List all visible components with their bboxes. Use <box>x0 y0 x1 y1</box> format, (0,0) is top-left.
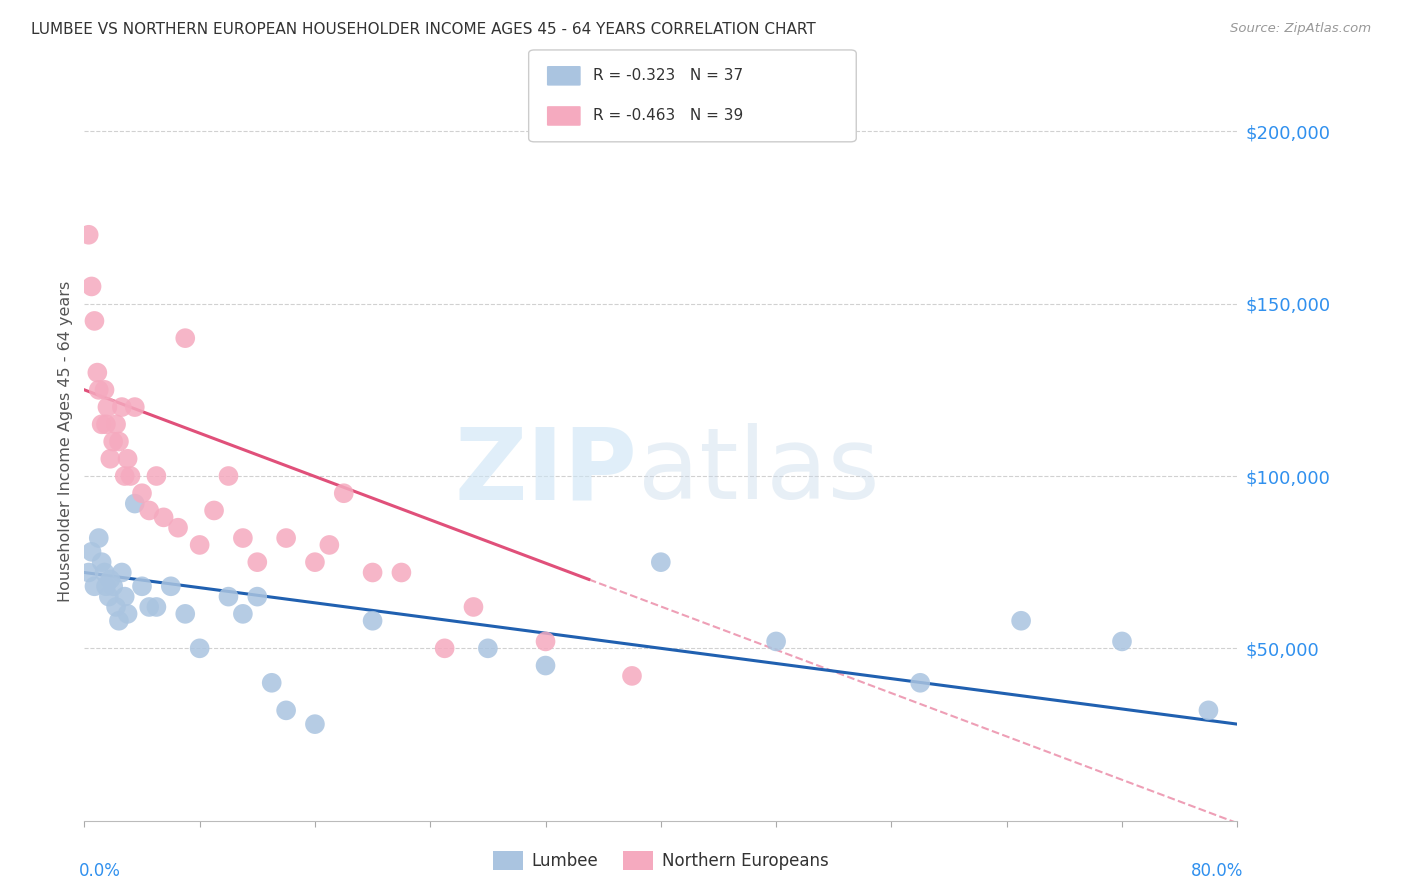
Point <box>167 521 190 535</box>
Point <box>94 579 117 593</box>
Y-axis label: Householder Income Ages 45 - 64 years: Householder Income Ages 45 - 64 years <box>58 281 73 602</box>
Point <box>188 538 211 552</box>
Point <box>103 434 124 449</box>
Point <box>77 566 100 580</box>
Point <box>202 503 225 517</box>
Point <box>98 573 121 587</box>
Point <box>80 545 103 559</box>
Point <box>333 486 356 500</box>
Text: R = -0.323   N = 37: R = -0.323 N = 37 <box>593 69 744 83</box>
Point <box>103 579 124 593</box>
Point <box>304 717 326 731</box>
Point <box>246 590 269 604</box>
Point <box>124 497 146 511</box>
Point <box>318 538 340 552</box>
Text: LUMBEE VS NORTHERN EUROPEAN HOUSEHOLDER INCOME AGES 45 - 64 YEARS CORRELATION CH: LUMBEE VS NORTHERN EUROPEAN HOUSEHOLDER … <box>31 22 815 37</box>
Point <box>361 566 384 580</box>
Point <box>90 417 112 432</box>
Text: atlas: atlas <box>638 424 879 520</box>
Text: ZIP: ZIP <box>456 424 638 520</box>
Point <box>94 417 117 432</box>
Point <box>96 400 118 414</box>
Point <box>83 579 105 593</box>
Point <box>391 566 413 580</box>
Point <box>105 417 128 432</box>
Point <box>117 451 139 466</box>
Point <box>93 383 115 397</box>
Point <box>218 469 240 483</box>
Point <box>477 641 499 656</box>
Point <box>232 531 254 545</box>
Point <box>80 279 103 293</box>
Point <box>90 555 112 569</box>
Point <box>765 634 787 648</box>
Legend: Lumbee, Northern Europeans: Lumbee, Northern Europeans <box>486 844 835 877</box>
Point <box>650 555 672 569</box>
Text: 0.0%: 0.0% <box>79 863 121 880</box>
Point <box>174 607 197 621</box>
Point <box>534 634 557 648</box>
Point <box>218 590 240 604</box>
Point <box>124 400 146 414</box>
Point <box>117 607 139 621</box>
Point <box>131 579 153 593</box>
Point <box>83 314 105 328</box>
Point <box>188 641 211 656</box>
Point <box>86 366 108 380</box>
Text: 80.0%: 80.0% <box>1191 863 1243 880</box>
Point <box>534 658 557 673</box>
Point <box>131 486 153 500</box>
Point <box>111 566 134 580</box>
Point <box>174 331 197 345</box>
Point <box>138 503 160 517</box>
Point <box>108 614 131 628</box>
Point <box>433 641 456 656</box>
Text: R = -0.463   N = 39: R = -0.463 N = 39 <box>593 109 744 123</box>
Point <box>87 531 110 545</box>
Point <box>105 599 128 614</box>
Point <box>77 227 100 242</box>
Point <box>621 669 644 683</box>
Point <box>98 451 121 466</box>
Point <box>93 566 115 580</box>
Point <box>246 555 269 569</box>
Text: Source: ZipAtlas.com: Source: ZipAtlas.com <box>1230 22 1371 36</box>
Point <box>463 599 485 614</box>
Point <box>97 590 120 604</box>
Point <box>260 675 283 690</box>
Point <box>1010 614 1032 628</box>
Point <box>304 555 326 569</box>
Point <box>910 675 932 690</box>
Point <box>1198 703 1220 717</box>
Point <box>276 703 298 717</box>
Point <box>232 607 254 621</box>
Point <box>138 599 160 614</box>
Point <box>160 579 183 593</box>
Point <box>145 599 167 614</box>
Point <box>361 614 384 628</box>
Point <box>87 383 110 397</box>
Point <box>114 590 136 604</box>
Point <box>111 400 134 414</box>
Point <box>120 469 142 483</box>
Point <box>152 510 174 524</box>
Point <box>114 469 136 483</box>
Point <box>276 531 298 545</box>
Point <box>108 434 131 449</box>
Point <box>145 469 167 483</box>
Point <box>1111 634 1133 648</box>
